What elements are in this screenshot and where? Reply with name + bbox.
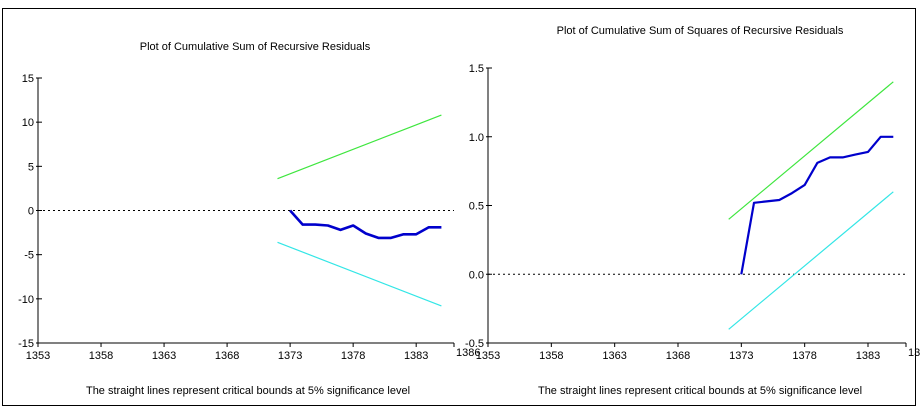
chart1-lower-bound-line	[277, 241, 442, 307]
chart2-lower-bound-line	[728, 191, 894, 330]
chart2-y-tick-label: 1.5	[469, 63, 484, 75]
chart2-x-tick-label: 1373	[729, 350, 753, 362]
chart2-y-tick-label: 0.0	[469, 269, 484, 281]
chart1-x-tick-label: 1368	[215, 350, 239, 362]
chart2-upper-bound-line	[728, 81, 894, 220]
chart2-y-tick-label: 1.0	[469, 132, 484, 144]
chart2-caption: The straight lines represent critical bo…	[538, 385, 862, 397]
chart1-x-tick-label: 1353	[26, 350, 50, 362]
chart2-x-tick-label: 1368	[666, 350, 690, 362]
chart2-x-tick-label: 1378	[792, 350, 816, 362]
chart1-y-tick-label: -5	[24, 250, 34, 262]
chart1-x-tick-label: 1386	[456, 347, 480, 359]
chart2-x-tick-label: 1358	[539, 350, 563, 362]
chart2-x-tick-label: 1386	[908, 347, 920, 359]
chart1-y-tick-label: 5	[28, 161, 34, 173]
chart1-title: Plot of Cumulative Sum of Recursive Resi…	[140, 41, 371, 53]
chart-frame	[2, 8, 916, 406]
chart1-statistic-line	[289, 209, 442, 240]
chart1-y-tick-label: 0	[28, 206, 34, 218]
chart1-y-tick-label: 10	[22, 117, 34, 129]
chart1-y-tick-label: -15	[18, 338, 34, 350]
chart2-x-tick-label: 1383	[856, 350, 880, 362]
chart2-title: Plot of Cumulative Sum of Squares of Rec…	[557, 25, 844, 37]
chart2-x-tick-label: 1353	[476, 350, 500, 362]
chart1-x-tick-label: 1363	[152, 350, 176, 362]
chart1-caption: The straight lines represent critical bo…	[86, 385, 410, 397]
chart2-y-tick-label: -0.5	[465, 338, 484, 350]
chart1-upper-bound-line	[277, 114, 442, 180]
chart1-y-tick-label: 15	[22, 73, 34, 85]
chart2-y-tick-label: 0.5	[469, 201, 484, 213]
chart1-x-tick-label: 1378	[341, 350, 365, 362]
chart1-x-tick-label: 1383	[404, 350, 428, 362]
chart1-x-tick-label: 1373	[278, 350, 302, 362]
chart2-x-tick-label: 1363	[602, 350, 626, 362]
chart2-statistic-line	[740, 135, 894, 275]
chart1-y-tick-label: -10	[18, 294, 34, 306]
chart1-x-tick-label: 1358	[89, 350, 113, 362]
